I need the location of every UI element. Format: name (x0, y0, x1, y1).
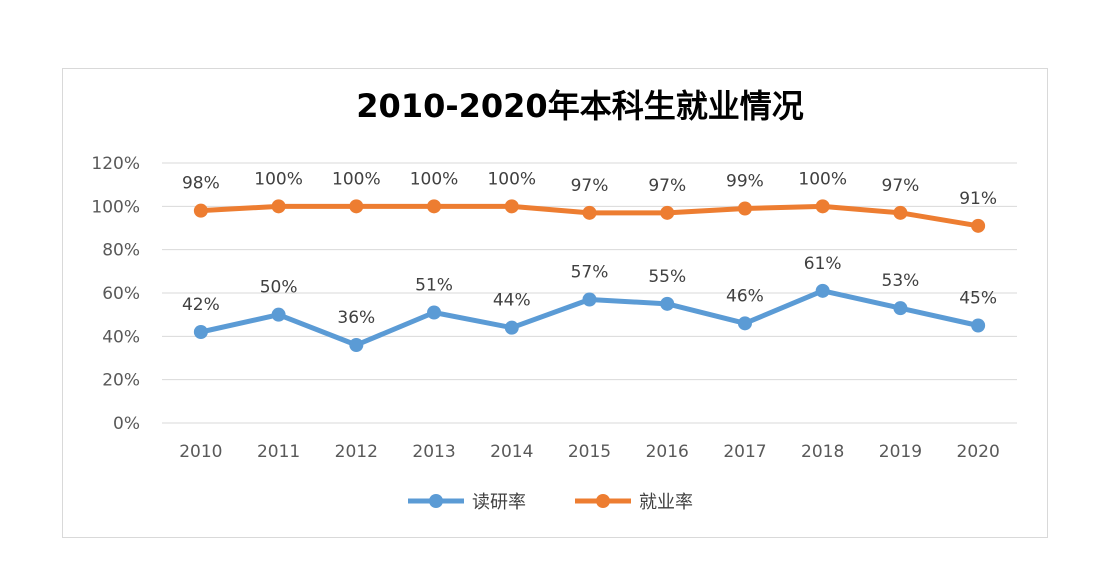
data-point (815, 199, 830, 214)
series-layer: 42% 50% 36% 51% 44% 57% 55% 46% 61% 53% 45% 98% 100%… (182, 169, 997, 352)
data-point (193, 203, 208, 218)
data-label: 51% (415, 276, 453, 296)
data-label: 57% (571, 263, 609, 283)
data-label: 36% (337, 308, 375, 328)
data-point (349, 199, 364, 214)
data-label: 97% (882, 176, 920, 196)
data-point (504, 199, 519, 214)
data-point (271, 307, 286, 322)
x-tick-label: 2018 (801, 442, 844, 462)
data-point (193, 325, 208, 339)
y-tick-label: 60% (102, 284, 140, 304)
legend-item: 读研率 (408, 492, 526, 513)
chart-title: 2010-2020年本科生就业情况 (356, 87, 803, 125)
y-tick-label: 120% (91, 154, 140, 174)
data-point (971, 218, 986, 233)
data-label: 44% (493, 291, 531, 311)
x-tick-label: 2011 (257, 442, 300, 462)
data-point (893, 205, 908, 220)
data-point (427, 305, 442, 320)
data-label: 100% (410, 169, 459, 189)
data-point (737, 201, 752, 216)
y-tick-label: 100% (91, 197, 140, 217)
data-point (893, 301, 908, 316)
legend-swatch-marker (596, 494, 610, 508)
data-label: 97% (571, 176, 609, 196)
x-tick-label: 2013 (412, 442, 455, 462)
data-point (271, 199, 286, 214)
x-tick-label: 2015 (568, 442, 611, 462)
data-point (504, 320, 519, 335)
data-label: 50% (260, 278, 298, 298)
y-tick-label: 80% (102, 241, 140, 261)
x-tick-label: 2014 (490, 442, 533, 462)
x-tick-label: 2019 (879, 442, 922, 462)
x-axis-ticks: 2010 2011 2012 2013 2014 2015 2016 2017 2018 2019… (179, 442, 1000, 462)
data-point (660, 205, 675, 220)
y-tick-label: 40% (102, 327, 140, 347)
data-label: 100% (254, 169, 303, 189)
y-axis-ticks: 0% 20% 40% 60% 80% 100% 120% (91, 154, 140, 434)
chart-frame (62, 68, 1048, 538)
y-tick-label: 20% (102, 371, 140, 391)
legend-label: 读研率 (472, 492, 526, 513)
data-label: 97% (648, 176, 686, 196)
data-point (349, 338, 364, 352)
data-point (582, 205, 597, 220)
x-tick-label: 2016 (646, 442, 689, 462)
data-label: 98% (182, 174, 220, 194)
legend-swatch-marker (429, 494, 443, 508)
data-label: 99% (726, 172, 764, 192)
data-label: 46% (726, 286, 764, 306)
legend: 读研率 就业率 (408, 492, 693, 513)
data-point (815, 283, 830, 298)
data-label: 55% (648, 267, 686, 287)
y-tick-label: 0% (113, 414, 140, 434)
data-label: 100% (332, 169, 381, 189)
data-point (427, 199, 442, 214)
data-label: 100% (487, 169, 536, 189)
legend-label: 就业率 (639, 492, 693, 513)
x-tick-label: 2010 (179, 442, 222, 462)
data-point (971, 318, 986, 333)
x-tick-label: 2020 (957, 442, 1000, 462)
data-point (582, 292, 597, 307)
data-label: 45% (959, 289, 997, 309)
data-point (737, 316, 752, 331)
series-postgrad-rate: 42% 50% 36% 51% 44% 57% 55% 46% 61% 53% 45% (182, 254, 997, 352)
series-employment-rate: 98% 100% 100% 100% 100% 97% 97% 99% 100% 97% 91% (182, 169, 997, 233)
data-label: 42% (182, 295, 220, 315)
x-tick-label: 2017 (723, 442, 766, 462)
x-tick-label: 2012 (335, 442, 378, 462)
data-point (660, 296, 675, 311)
data-label: 53% (882, 271, 920, 291)
legend-item: 就业率 (575, 492, 693, 513)
data-label: 61% (804, 254, 842, 274)
data-label: 100% (798, 169, 847, 189)
data-label: 91% (959, 189, 997, 209)
